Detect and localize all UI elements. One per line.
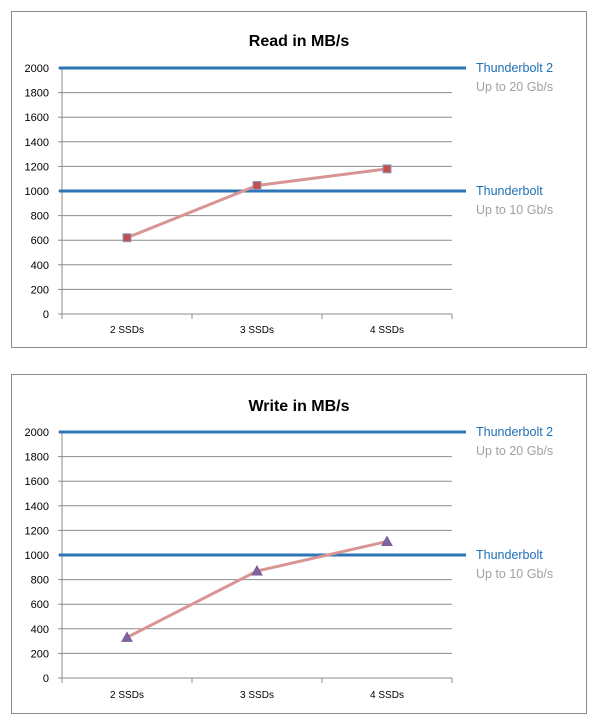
chart-title: Write in MB/s	[248, 398, 349, 415]
data-point-marker	[121, 631, 133, 642]
y-tick-label: 400	[31, 624, 49, 636]
data-point-marker	[122, 233, 132, 243]
y-tick-label: 1800	[25, 88, 49, 100]
data-point-marker	[381, 535, 393, 546]
x-category-label: 2 SSDs	[110, 690, 144, 701]
y-tick-label: 0	[43, 309, 49, 321]
y-tick-label: 1000	[25, 550, 49, 562]
reference-line-sublabel: Up to 10 Gb/s	[476, 567, 553, 581]
reference-line-sublabel: Up to 20 Gb/s	[476, 444, 553, 458]
y-tick-label: 600	[31, 235, 49, 247]
y-tick-label: 600	[31, 599, 49, 611]
x-category-label: 4 SSDs	[370, 325, 404, 336]
y-tick-label: 1600	[25, 476, 49, 488]
chart-title: Read in MB/s	[249, 33, 350, 50]
data-point-marker	[252, 180, 262, 190]
y-tick-label: 200	[31, 284, 49, 296]
y-tick-label: 1400	[25, 137, 49, 149]
y-tick-label: 1600	[25, 112, 49, 124]
y-tick-label: 200	[31, 648, 49, 660]
y-tick-label: 800	[31, 211, 49, 223]
reference-line-sublabel: Up to 10 Gb/s	[476, 203, 553, 217]
y-tick-label: 800	[31, 575, 49, 587]
reference-line-label: Thunderbolt	[476, 184, 543, 198]
series-line	[126, 167, 388, 240]
reference-line-sublabel: Up to 20 Gb/s	[476, 80, 553, 94]
write-chart-panel: Write in MB/s 0 200 400 600 800 1000 1200 1400 16…	[11, 374, 587, 714]
write-chart: Write in MB/s 0 200 400 600 800 1000 1200 1400 16…	[25, 398, 554, 701]
read-chart: Read in MB/s 0 200 400 600 800 1000 1200 1400 160…	[25, 33, 554, 336]
y-tick-label: 1200	[25, 161, 49, 173]
y-tick-label: 1000	[25, 186, 49, 198]
data-point-marker	[251, 564, 263, 576]
read-chart-panel: Read in MB/s 0 200 400 600 800 1000 1200 1400 160…	[11, 11, 587, 348]
y-tick-label: 2000	[25, 427, 49, 439]
y-tick-label: 1400	[25, 501, 49, 513]
y-tick-label: 2000	[25, 63, 49, 75]
reference-line-label: Thunderbolt	[476, 548, 543, 562]
y-tick-label: 0	[43, 673, 49, 685]
x-category-label: 3 SSDs	[240, 325, 274, 336]
y-tick-label: 400	[31, 260, 49, 272]
x-category-label: 3 SSDs	[240, 690, 274, 701]
y-tick-label: 1800	[25, 452, 49, 464]
reference-line-label: Thunderbolt 2	[476, 425, 553, 439]
data-point-marker	[382, 164, 392, 174]
x-category-label: 2 SSDs	[110, 325, 144, 336]
x-category-label: 4 SSDs	[370, 690, 404, 701]
reference-line-label: Thunderbolt 2	[476, 61, 553, 75]
y-tick-label: 1200	[25, 525, 49, 537]
